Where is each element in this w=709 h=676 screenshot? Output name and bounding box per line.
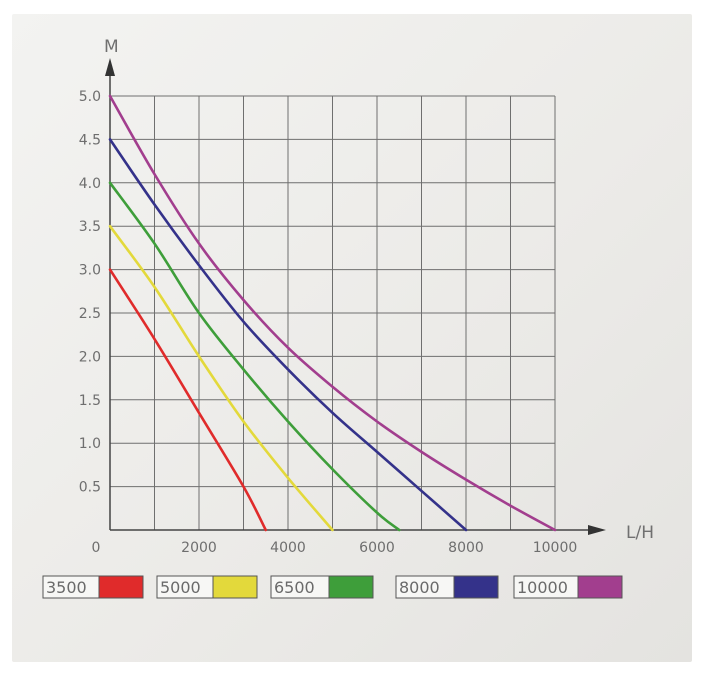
- legend-item-8000: 8000: [395, 575, 499, 599]
- y-tick-label: 4.0: [79, 176, 101, 192]
- y-tick-label: 1.5: [79, 393, 101, 409]
- legend-swatch: [453, 575, 499, 599]
- y-tick-label: 2.0: [79, 349, 101, 365]
- legend-swatch: [577, 575, 623, 599]
- x-axis-label: L/H: [626, 523, 654, 543]
- legend-label: 5000: [160, 578, 201, 597]
- legend-swatch: [98, 575, 144, 599]
- axes: M L/H: [104, 37, 654, 543]
- y-tick-label: 4.5: [79, 132, 101, 148]
- y-axis-arrow: [105, 58, 115, 76]
- legend-label: 10000: [517, 578, 568, 597]
- legend-swatch: [212, 575, 258, 599]
- series-lines: [108, 94, 557, 532]
- x-tick-label: 6000: [359, 540, 395, 556]
- legend-label: 8000: [399, 578, 440, 597]
- legend-label: 3500: [46, 578, 87, 597]
- series-line-10000: [108, 94, 557, 532]
- legend-label: 6500: [274, 578, 315, 597]
- x-tick-label: 2000: [181, 540, 217, 556]
- x-tick-label: 10000: [533, 540, 578, 556]
- grid: [110, 95, 556, 530]
- y-tick-label: 5.0: [79, 89, 101, 105]
- series-line-6500: [108, 181, 401, 532]
- tick-labels: 0.5 1.0 1.5 2.0 2.5 3.0 3.5 4.0 4.5 5.0 0 2000 4000 6…: [79, 89, 578, 556]
- x-axis-arrow: [588, 525, 606, 535]
- legend-item-3500: 3500: [42, 575, 144, 599]
- series-line-5000: [108, 224, 334, 532]
- legend-item-5000: 5000: [156, 575, 258, 599]
- x-tick-label: 8000: [448, 540, 484, 556]
- legend: 3500 5000 6500 8000 10000: [42, 575, 623, 599]
- y-tick-label: 1.0: [79, 436, 101, 452]
- legend-item-6500: 6500: [270, 575, 374, 599]
- x-tick-label: 4000: [270, 540, 306, 556]
- x-tick-label: 0: [92, 540, 101, 556]
- y-axis-label: M: [104, 37, 119, 57]
- legend-item-10000: 10000: [513, 575, 623, 599]
- legend-swatch: [328, 575, 374, 599]
- y-tick-label: 3.0: [79, 263, 101, 279]
- y-tick-label: 0.5: [79, 480, 101, 496]
- y-tick-label: 2.5: [79, 306, 101, 322]
- series-line-8000: [108, 138, 468, 532]
- series-line-3500: [108, 268, 268, 532]
- y-tick-label: 3.5: [79, 219, 101, 235]
